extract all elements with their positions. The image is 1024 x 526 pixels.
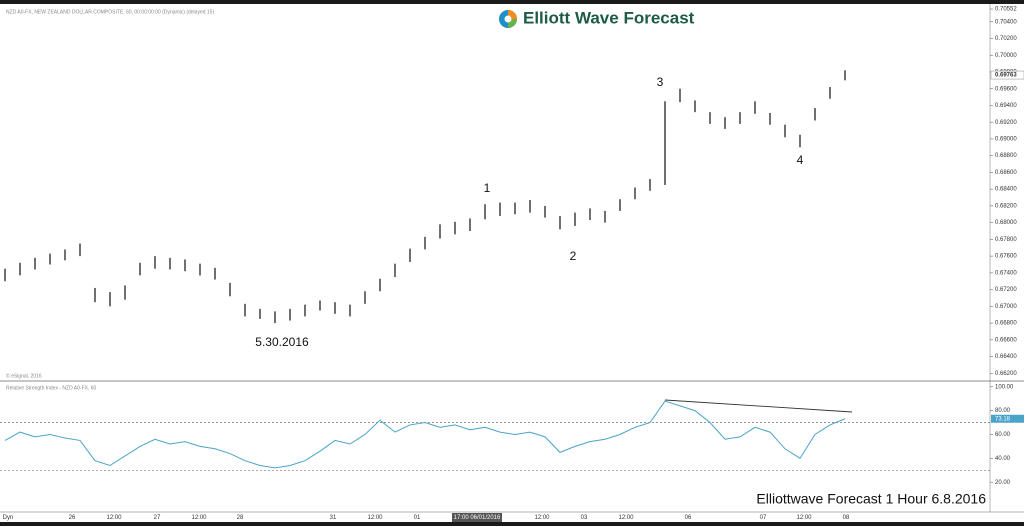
cursor-time-box (452, 513, 502, 522)
y-tick-label: 0.68400 (995, 187, 1017, 193)
y-tick-label: 0.67800 (995, 237, 1017, 243)
y-tick-label: 0.67600 (995, 254, 1017, 260)
wave-label: 3 (657, 75, 664, 89)
y-tick-label: 0.70000 (995, 53, 1017, 59)
y-tick-label: 0.66600 (995, 337, 1017, 343)
x-tick-label: 08 (843, 515, 850, 521)
y-tick-label: 0.67000 (995, 304, 1017, 310)
y-tick-label: 0.69600 (995, 86, 1017, 92)
y-tick-label: 0.70552 (995, 7, 1017, 13)
logo: Elliott Wave Forecast (499, 8, 695, 28)
y-tick-label: 0.66800 (995, 321, 1017, 327)
x-tick-label: 12:00 (106, 515, 122, 521)
x-tick-label: 12:00 (618, 515, 634, 521)
caption: Elliottwave Forecast 1 Hour 6.8.2016 (756, 491, 986, 507)
rsi-tick-label: 100.00 (995, 384, 1014, 390)
divergence-line (664, 399, 853, 413)
x-tick-label: 31 (330, 515, 337, 521)
x-tick-label: 12:00 (534, 515, 550, 521)
x-tick-label: 06 (685, 515, 692, 521)
rsi-last-marker (991, 414, 1024, 423)
x-tick-label: 12:00 (796, 515, 812, 521)
y-tick-label: 0.70400 (995, 19, 1017, 25)
y-tick-label: 0.68200 (995, 203, 1017, 209)
x-tick-label: 12:00 (191, 515, 207, 521)
y-tick-label: 0.68000 (995, 220, 1017, 226)
y-tick-label: 0.69000 (995, 137, 1017, 143)
y-tick-label: 0.68600 (995, 170, 1017, 176)
top-strip (0, 0, 1024, 4)
wave-label: 4 (797, 153, 804, 167)
date-label: 5.30.2016 (255, 335, 309, 349)
y-tick-label: 0.67200 (995, 287, 1017, 293)
copyright: © eSignal, 2016 (6, 372, 42, 379)
x-tick-label: 12:00 (367, 515, 383, 521)
last-price-label: 0.69763 (995, 73, 1017, 79)
rsi-line (4, 400, 846, 469)
rsi-tick-label: 60.00 (995, 432, 1011, 438)
wave-label: 2 (570, 249, 577, 263)
wave-label: 1 (484, 181, 491, 195)
x-tick-label: 07 (760, 515, 767, 521)
x-tick-label: 26 (69, 515, 76, 521)
rsi-title: Relative Strength Index - NZD A0-FX, 60 (6, 385, 97, 391)
logo-text: Elliott Wave Forecast (523, 8, 695, 27)
logo-icon-center (504, 15, 512, 23)
y-tick-label: 0.66400 (995, 354, 1017, 360)
y-tick-label: 0.68800 (995, 153, 1017, 159)
y-tick-label: 0.67400 (995, 270, 1017, 276)
y-tick-label: 0.69200 (995, 120, 1017, 126)
rsi-tick-label: 20.00 (995, 480, 1011, 486)
x-tick-label: 28 (237, 515, 244, 521)
chart-header: NZD A0-FX, NEW ZEALAND DOLLAR COMPOSITE,… (6, 9, 214, 15)
x-tick-label: 27 (154, 515, 161, 521)
y-tick-label: 0.66200 (995, 371, 1017, 377)
x-tick-label: Dyn (3, 515, 14, 521)
x-tick-label: 03 (581, 515, 588, 521)
bottom-strip (0, 522, 1024, 526)
rsi-last-label: 73.18 (995, 416, 1011, 422)
rsi-tick-label: 40.00 (995, 456, 1011, 462)
x-tick-label: 01 (414, 515, 421, 521)
rsi-tick-label: 80.00 (995, 408, 1011, 414)
last-price-marker (990, 70, 1024, 80)
y-tick-label: 0.69400 (995, 103, 1017, 109)
y-tick-label: 0.70200 (995, 36, 1017, 42)
x-tick-label: 17:00 06/01/2016 (454, 515, 501, 521)
